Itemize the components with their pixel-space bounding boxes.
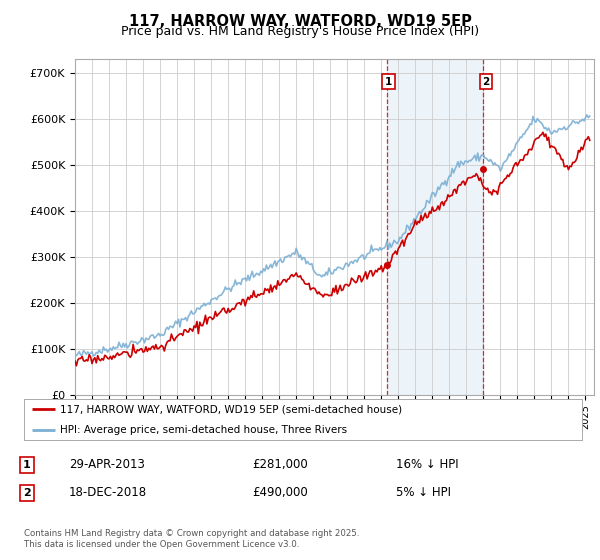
Text: 18-DEC-2018: 18-DEC-2018	[69, 486, 147, 500]
Text: 2: 2	[23, 488, 31, 498]
Text: 2: 2	[482, 77, 490, 87]
Text: 117, HARROW WAY, WATFORD, WD19 5EP (semi-detached house): 117, HARROW WAY, WATFORD, WD19 5EP (semi…	[60, 404, 403, 414]
Text: 1: 1	[385, 77, 392, 87]
Text: HPI: Average price, semi-detached house, Three Rivers: HPI: Average price, semi-detached house,…	[60, 424, 347, 435]
Text: 29-APR-2013: 29-APR-2013	[69, 458, 145, 472]
Text: Contains HM Land Registry data © Crown copyright and database right 2025.
This d: Contains HM Land Registry data © Crown c…	[24, 529, 359, 549]
Text: £281,000: £281,000	[252, 458, 308, 472]
Bar	[387, 59, 483, 395]
Text: 5% ↓ HPI: 5% ↓ HPI	[396, 486, 451, 500]
Text: 16% ↓ HPI: 16% ↓ HPI	[396, 458, 458, 472]
Text: 1: 1	[23, 460, 31, 470]
Text: £490,000: £490,000	[252, 486, 308, 500]
Text: Price paid vs. HM Land Registry's House Price Index (HPI): Price paid vs. HM Land Registry's House …	[121, 25, 479, 38]
Text: 117, HARROW WAY, WATFORD, WD19 5EP: 117, HARROW WAY, WATFORD, WD19 5EP	[128, 14, 472, 29]
